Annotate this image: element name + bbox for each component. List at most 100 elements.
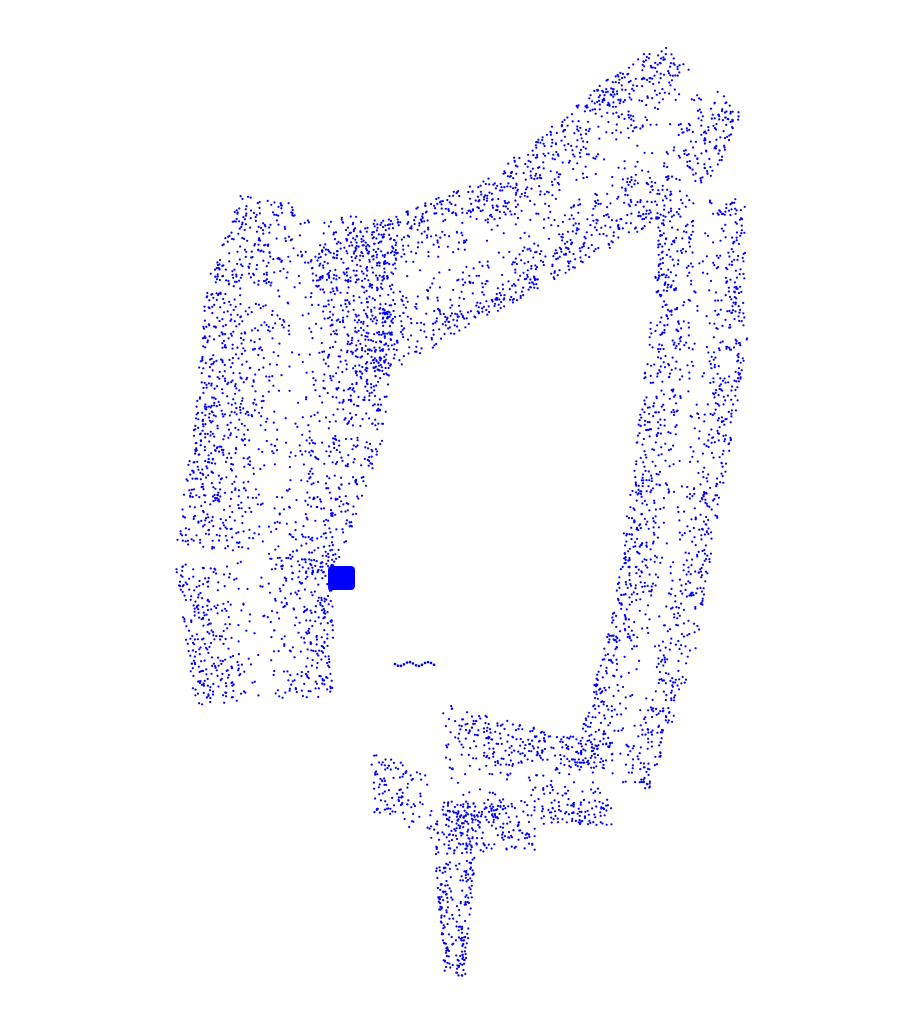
cloud-point <box>421 215 424 218</box>
cloud-point <box>576 765 579 768</box>
cloud-point <box>712 456 715 459</box>
cloud-point <box>677 688 681 691</box>
cloud-point <box>267 552 271 555</box>
cloud-point <box>641 485 644 488</box>
cloud-point <box>603 686 606 689</box>
cloud-point <box>729 112 732 115</box>
cloud-point <box>208 419 211 422</box>
cloud-point <box>405 296 408 299</box>
cloud-point <box>717 113 720 116</box>
cloud-point <box>691 364 695 367</box>
cloud-point <box>330 497 333 500</box>
cloud-point <box>220 635 224 638</box>
cloud-point <box>371 359 374 362</box>
cloud-point <box>636 755 639 758</box>
cloud-point <box>737 305 740 308</box>
cloud-point <box>539 190 542 193</box>
cloud-point <box>291 646 294 649</box>
cloud-point <box>496 208 499 212</box>
cloud-point <box>628 533 631 536</box>
cloud-point <box>471 190 474 193</box>
cloud-point <box>320 507 323 510</box>
cloud-point <box>197 520 200 523</box>
cloud-point <box>517 278 520 281</box>
cloud-point <box>722 229 725 233</box>
cloud-point <box>645 456 648 459</box>
cloud-point <box>222 438 225 441</box>
cloud-point <box>657 712 660 715</box>
cloud-point <box>627 72 630 75</box>
cloud-point <box>229 432 232 435</box>
cloud-point <box>221 672 224 676</box>
cloud-point <box>553 158 557 161</box>
cloud-point <box>361 244 364 247</box>
cloud-point <box>257 303 260 306</box>
cloud-point <box>676 65 679 68</box>
cloud-point <box>329 310 332 313</box>
cloud-point <box>400 363 403 366</box>
cloud-point <box>236 262 239 265</box>
cloud-point <box>265 439 268 443</box>
cloud-point <box>694 179 697 183</box>
cloud-point <box>324 612 327 615</box>
cloud-point <box>203 445 206 448</box>
cloud-point <box>654 584 657 587</box>
cloud-point <box>552 153 555 156</box>
cloud-point <box>217 491 220 494</box>
cloud-point <box>215 266 218 270</box>
cloud-point <box>641 585 644 588</box>
cloud-point <box>221 660 224 663</box>
cloud-point <box>375 453 378 456</box>
cloud-point <box>611 661 614 664</box>
cloud-point <box>288 333 291 336</box>
cloud-point <box>650 201 653 204</box>
cloud-point <box>735 231 739 234</box>
cloud-point <box>524 191 527 194</box>
cloud-point <box>664 195 667 198</box>
cloud-point <box>543 218 546 221</box>
cloud-point <box>244 223 247 226</box>
cloud-point <box>519 195 522 198</box>
cloud-point <box>259 307 262 310</box>
cloud-point <box>447 320 450 323</box>
cloud-point <box>334 553 337 556</box>
cloud-point <box>300 674 303 678</box>
cloud-point <box>678 647 681 651</box>
cloud-point <box>584 147 587 150</box>
cloud-point <box>742 359 745 362</box>
cloud-point <box>667 431 670 434</box>
cloud-point <box>666 308 670 311</box>
cloud-point <box>655 556 658 559</box>
cloud-point <box>252 472 255 475</box>
cloud-point <box>221 609 224 612</box>
cloud-point <box>200 504 203 507</box>
cloud-point <box>384 366 387 370</box>
cloud-point <box>537 212 540 215</box>
cloud-point <box>209 358 212 361</box>
cloud-point <box>659 418 662 421</box>
cloud-point <box>706 480 709 483</box>
cloud-point <box>485 300 488 303</box>
cloud-point <box>247 547 250 550</box>
cloud-point <box>705 132 708 135</box>
cloud-point <box>737 118 740 121</box>
cloud-point <box>632 89 635 92</box>
cloud-point <box>594 248 597 251</box>
cloud-point <box>264 304 267 307</box>
cloud-point <box>620 603 623 606</box>
cloud-point <box>327 559 330 562</box>
cloud-point <box>687 326 691 329</box>
cloud-point <box>287 235 290 238</box>
cloud-point <box>235 406 238 410</box>
cloud-point <box>300 479 303 482</box>
cloud-point <box>312 441 315 444</box>
cloud-point <box>691 130 694 133</box>
cloud-point <box>673 63 676 66</box>
cloud-point <box>194 694 197 697</box>
cloud-point <box>719 308 722 311</box>
cloud-point <box>535 278 539 281</box>
cloud-point <box>687 298 690 301</box>
cloud-point <box>630 533 634 536</box>
cloud-point <box>189 670 192 673</box>
